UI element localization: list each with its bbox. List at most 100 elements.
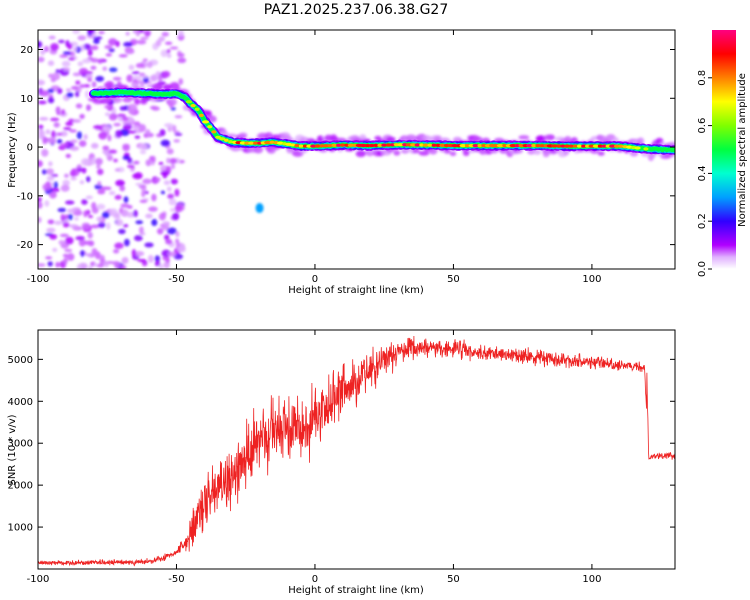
noise-blob — [88, 240, 95, 247]
noise-blob — [66, 253, 75, 261]
noise-blob — [38, 124, 44, 130]
noise-blob — [68, 57, 76, 61]
noise-blob — [108, 149, 118, 154]
noise-blob — [155, 39, 162, 47]
halo-blob — [533, 149, 542, 155]
noise-blob — [128, 107, 135, 115]
noise-blob — [96, 216, 103, 222]
noise-blob — [164, 41, 173, 45]
x-tick-label: 50 — [447, 274, 460, 285]
noise-blob — [174, 132, 183, 136]
colorbar-ticks: 0.0 0.2 0.4 0.6 0.8 — [697, 70, 712, 277]
noise-blob — [170, 163, 176, 170]
noise-blob — [140, 36, 149, 41]
ridge-hotspot — [194, 107, 200, 111]
ridge-hotspot — [459, 143, 467, 148]
noise-blob — [56, 87, 63, 94]
noise-blob — [94, 251, 101, 260]
noise-blobs — [38, 30, 187, 269]
ridge-hotspot — [211, 130, 217, 134]
ridge-hotspot — [539, 144, 546, 148]
noise-blob — [167, 53, 172, 58]
noise-blob — [95, 157, 103, 166]
noise-blob — [62, 222, 70, 228]
noise-blob — [38, 263, 46, 267]
noise-blob — [151, 155, 156, 163]
noise-blob — [69, 224, 79, 228]
noise-blob — [82, 58, 92, 64]
noise-blob — [119, 185, 126, 192]
noise-blob — [108, 208, 118, 217]
noise-blob — [50, 43, 59, 51]
noise-blob — [147, 254, 154, 263]
noise-blob — [72, 47, 78, 51]
noise-blob — [69, 129, 77, 133]
noise-blob — [164, 222, 170, 227]
x-tick-label: -100 — [27, 274, 50, 285]
noise-blob — [90, 45, 99, 51]
noise-blob — [77, 61, 84, 67]
noise-blob — [55, 261, 60, 268]
halo-blob — [462, 149, 470, 157]
noise-blob — [48, 161, 53, 167]
snr-x-axis-label: Height of straight line (km) — [288, 585, 424, 596]
ridge-hotspot — [464, 143, 470, 148]
noise-blob — [90, 157, 96, 166]
noise-blob — [178, 78, 184, 86]
noise-blob — [51, 72, 61, 81]
noise-blob — [166, 49, 171, 54]
ridge-hotspot — [331, 143, 338, 148]
noise-blob — [95, 75, 105, 82]
halo-blob — [151, 83, 163, 91]
noise-blob — [126, 74, 134, 83]
noise-blob — [160, 49, 168, 58]
noise-blob — [71, 119, 82, 123]
halo-blob — [597, 151, 605, 156]
ridge-hotspot — [577, 144, 582, 148]
noise-blob — [79, 180, 85, 185]
noise-blob — [134, 250, 145, 257]
noise-blob — [80, 249, 85, 257]
noise-blob — [55, 106, 61, 114]
noise-blob — [41, 169, 47, 175]
colorbar: 0.0 0.2 0.4 0.6 0.8 Normalized spectral ampl… — [697, 30, 748, 277]
noise-blob — [91, 248, 98, 254]
noise-blob — [126, 164, 135, 169]
noise-blob — [97, 189, 106, 195]
halo-blob — [114, 96, 123, 103]
noise-blob — [105, 53, 113, 57]
ridge-hotspot — [202, 120, 210, 124]
noise-blob — [52, 247, 58, 252]
noise-blob — [93, 38, 100, 45]
noise-blob — [76, 131, 83, 140]
halo-blob — [543, 134, 556, 141]
noise-blob — [165, 238, 173, 245]
noise-blob — [174, 188, 180, 197]
noise-blob — [159, 129, 166, 137]
noise-blob — [172, 212, 180, 221]
halo-blob — [597, 135, 607, 142]
y-tick-label: 20 — [20, 45, 33, 56]
noise-blob — [47, 219, 55, 225]
noise-blob — [38, 41, 42, 48]
noise-blob — [38, 216, 42, 223]
noise-blob — [91, 81, 97, 88]
ridge-hotspot — [377, 143, 383, 147]
ridge-hotspot — [564, 144, 570, 148]
ridge-hotspot — [481, 143, 487, 148]
noise-blob — [167, 193, 174, 200]
ridge-hotspot — [435, 143, 441, 147]
ridge-hotspot — [373, 143, 379, 148]
snr-x-ticks: -100 -50 0 50 100 — [27, 330, 601, 585]
noise-blob — [96, 263, 104, 268]
noise-blob — [63, 257, 68, 265]
spectrogram-x-ticks: -100 -50 0 50 100 — [27, 30, 601, 285]
colorbar-tick-label: 0.8 — [697, 70, 708, 86]
ridge-hotspot — [502, 143, 508, 148]
x-tick-label: 50 — [447, 574, 460, 585]
noise-blob — [102, 125, 112, 132]
noise-blob — [101, 211, 110, 219]
noise-blob — [40, 49, 46, 56]
noise-blob — [166, 148, 174, 155]
noise-blob — [113, 213, 121, 220]
